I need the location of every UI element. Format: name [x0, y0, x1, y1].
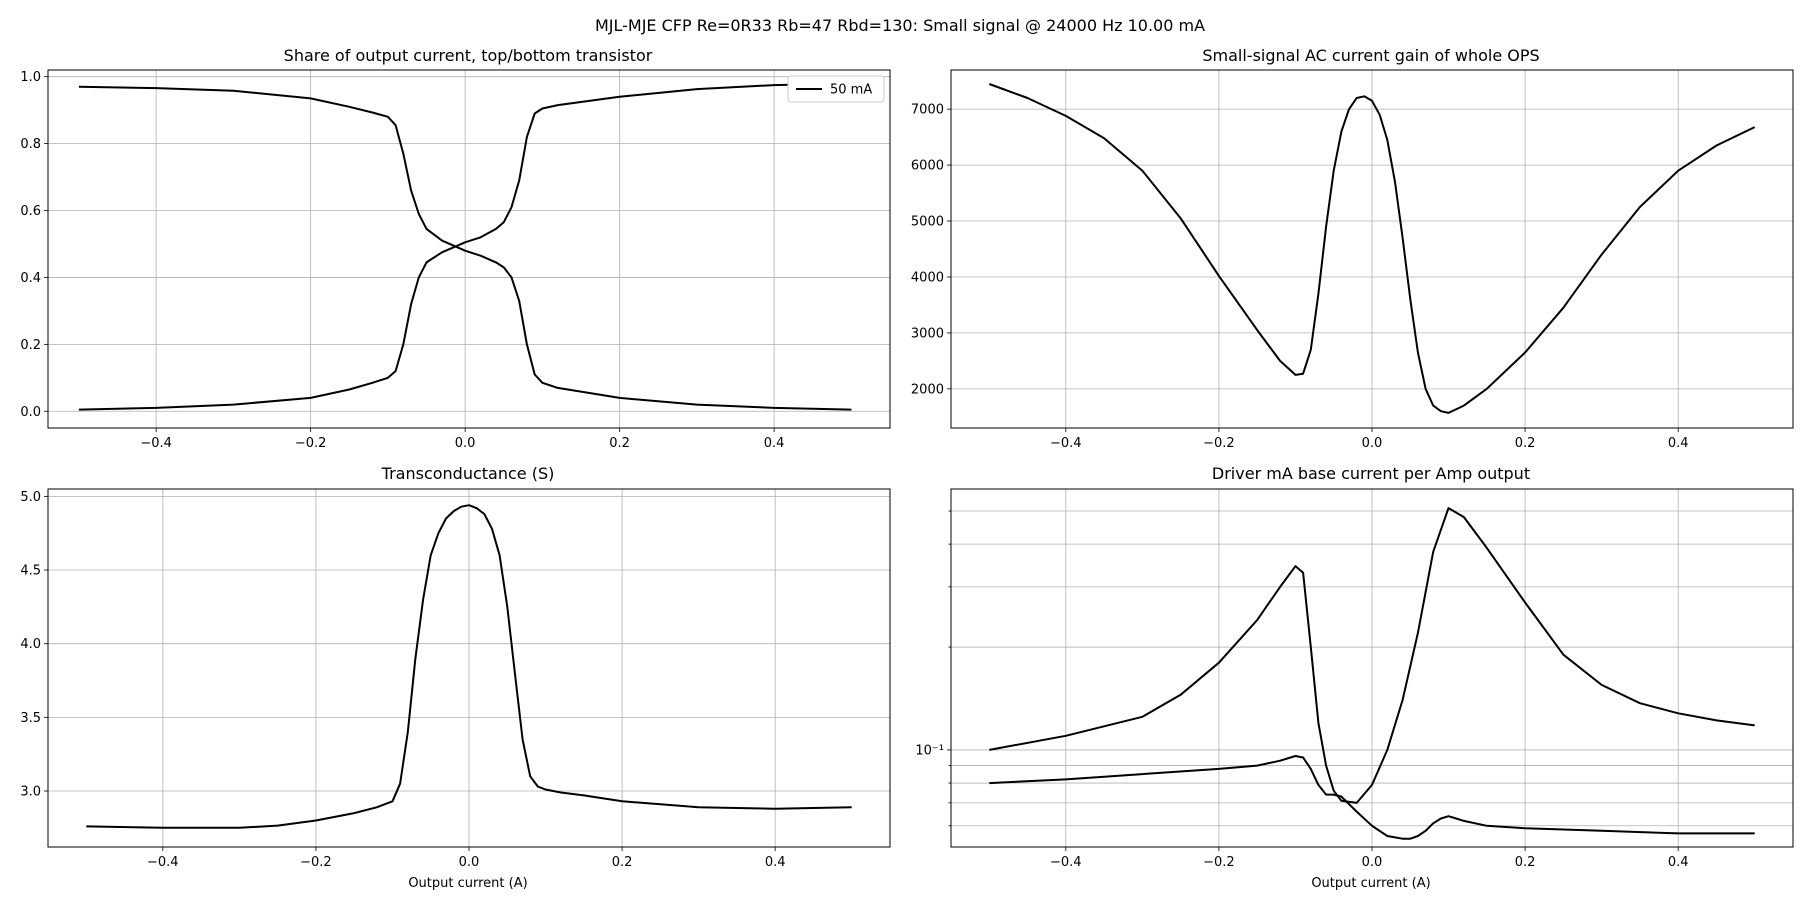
x-tick-label: 0.0: [455, 436, 476, 451]
series-line-2: [78, 82, 852, 411]
x-tick-label: 0.0: [459, 855, 480, 870]
y-tick-label: 4.0: [20, 637, 41, 652]
driver-panel-title: Driver mA base current per Amp output: [1212, 464, 1530, 483]
y-tick-label: 5.0: [20, 490, 41, 505]
y-tick-label: 0.8: [20, 137, 41, 152]
transconductance-panel-title: Transconductance (S): [381, 464, 555, 483]
figure-suptitle: MJL-MJE CFP Re=0R33 Rb=47 Rbd=130: Small…: [595, 16, 1205, 35]
x-tick-label: −0.4: [140, 436, 172, 451]
x-tick-label: −0.4: [147, 855, 179, 870]
y-tick-label: 7000: [911, 103, 944, 118]
legend-entry-label: 50 mA: [830, 83, 872, 98]
x-tick-label: 0.4: [765, 855, 786, 870]
y-tick-label: 3.0: [20, 785, 41, 800]
y-tick-label: 2000: [911, 382, 944, 397]
series-line-1: [78, 85, 852, 411]
series-line-1: [988, 83, 1756, 414]
ac-gain-panel: Small-signal AC current gain of whole OP…: [911, 46, 1794, 451]
y-tick-label: 6000: [911, 159, 944, 174]
transconductance-panel: Transconductance (S) Output current (A) …: [20, 464, 891, 891]
y-tick-label: 4000: [911, 270, 944, 285]
x-tick-label: −0.4: [1050, 855, 1082, 870]
y-tick-label: 0.4: [20, 271, 41, 286]
gain-panel-title: Small-signal AC current gain of whole OP…: [1202, 46, 1539, 65]
x-tick-label: −0.2: [1203, 855, 1235, 870]
grid-lines: [48, 489, 890, 847]
y-tick-label: 3000: [911, 326, 944, 341]
y-tick-label: 4.5: [20, 564, 41, 579]
x-tick-label: 0.4: [1668, 436, 1689, 451]
y-tick-label: 5000: [911, 215, 944, 230]
transconductance-xlabel: Output current (A): [408, 876, 527, 891]
plot-frame: [47, 69, 891, 429]
x-tick-label: −0.2: [1203, 436, 1235, 451]
driver-base-current-panel: Driver mA base current per Amp output Ou…: [915, 464, 1794, 891]
x-tick-label: 0.2: [612, 855, 633, 870]
series-line-1: [989, 507, 1755, 804]
x-tick-label: −0.2: [300, 855, 332, 870]
series-line-1: [86, 504, 852, 829]
y-tick-label: 10⁻¹: [915, 743, 944, 758]
y-tick-label: 0.6: [20, 204, 41, 219]
y-tick-label: 3.5: [20, 711, 41, 726]
y-tick-label: 0.0: [20, 405, 41, 420]
x-tick-label: 0.2: [1515, 436, 1536, 451]
x-tick-label: −0.2: [295, 436, 327, 451]
driver-xlabel: Output current (A): [1311, 876, 1430, 891]
share-panel-title: Share of output current, top/bottom tran…: [284, 46, 653, 65]
x-tick-label: 0.4: [1668, 855, 1689, 870]
grid-lines: [48, 70, 890, 428]
x-tick-label: 0.0: [1362, 855, 1383, 870]
legend: 50 mA: [787, 75, 885, 103]
series-line-2: [989, 755, 1755, 840]
grid-lines: [951, 70, 1793, 428]
x-tick-label: 0.2: [1515, 855, 1536, 870]
y-tick-label: 0.2: [20, 338, 41, 353]
legend-box: [787, 75, 885, 103]
y-tick-label: 1.0: [20, 70, 41, 85]
x-tick-label: 0.2: [609, 436, 630, 451]
x-tick-label: 0.0: [1362, 436, 1383, 451]
x-tick-label: 0.4: [764, 436, 785, 451]
x-tick-label: −0.4: [1050, 436, 1082, 451]
share-of-current-panel: Share of output current, top/bottom tran…: [20, 46, 891, 451]
